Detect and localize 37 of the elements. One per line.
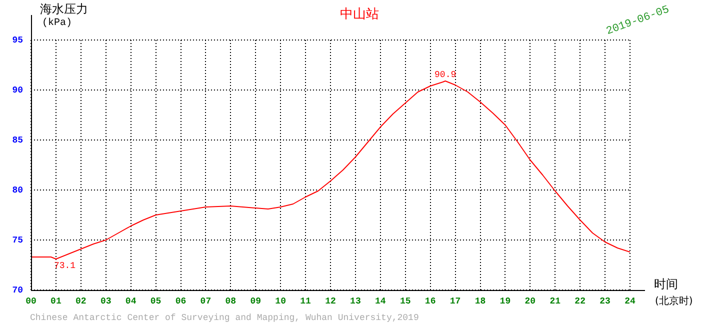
x-tick-label: 19	[500, 296, 511, 307]
x-tick-label: 05	[150, 296, 162, 307]
y-tick-label: 95	[12, 35, 23, 46]
x-tick-label: 21	[550, 296, 562, 307]
x-tick-label: 17	[450, 296, 461, 307]
x-tick-label: 23	[600, 296, 610, 307]
x-tick-label: 08	[225, 296, 236, 307]
x-tick-label: 12	[325, 296, 336, 307]
y-tick-label: 70	[12, 285, 23, 296]
x-tick-label: 16	[424, 296, 436, 307]
chart-title: 中山站	[340, 6, 379, 23]
x-tick-label: 06	[175, 296, 186, 307]
x-tick-label: 15	[400, 296, 411, 307]
x-tick-label: 13	[350, 296, 361, 307]
y-axis-title: 海水压力 (kPa)	[40, 1, 88, 29]
x-tick-label: 09	[250, 296, 262, 307]
annotation: 73.1	[54, 260, 76, 271]
x-tick-label: 07	[200, 296, 212, 307]
x-tick-label: 24	[624, 296, 636, 307]
x-tick-label: 18	[474, 296, 486, 307]
annotation: 90.9	[434, 70, 456, 80]
x-tick-label: 00	[26, 296, 36, 307]
x-axis-title: 时间 (北京时)	[654, 276, 693, 308]
x-tick-label: 11	[300, 296, 312, 307]
x-tick-label: 03	[100, 296, 112, 307]
y-tick-label: 90	[12, 85, 23, 96]
y-tick-label: 85	[12, 135, 23, 146]
x-tick-label: 22	[574, 296, 586, 307]
x-tick-label: 10	[275, 296, 286, 307]
x-tick-label: 01	[50, 296, 62, 307]
y-tick-label: 75	[12, 235, 23, 246]
x-tick-label: 04	[125, 296, 137, 307]
x-tick-label: 20	[524, 296, 536, 307]
x-tick-label: 02	[76, 296, 86, 307]
x-tick-label: 14	[375, 296, 386, 307]
text: Chinese Antarctic Center of Surveying and Mapping, Wuhan University,2019	[30, 313, 419, 323]
y-tick-label: 80	[12, 185, 23, 196]
